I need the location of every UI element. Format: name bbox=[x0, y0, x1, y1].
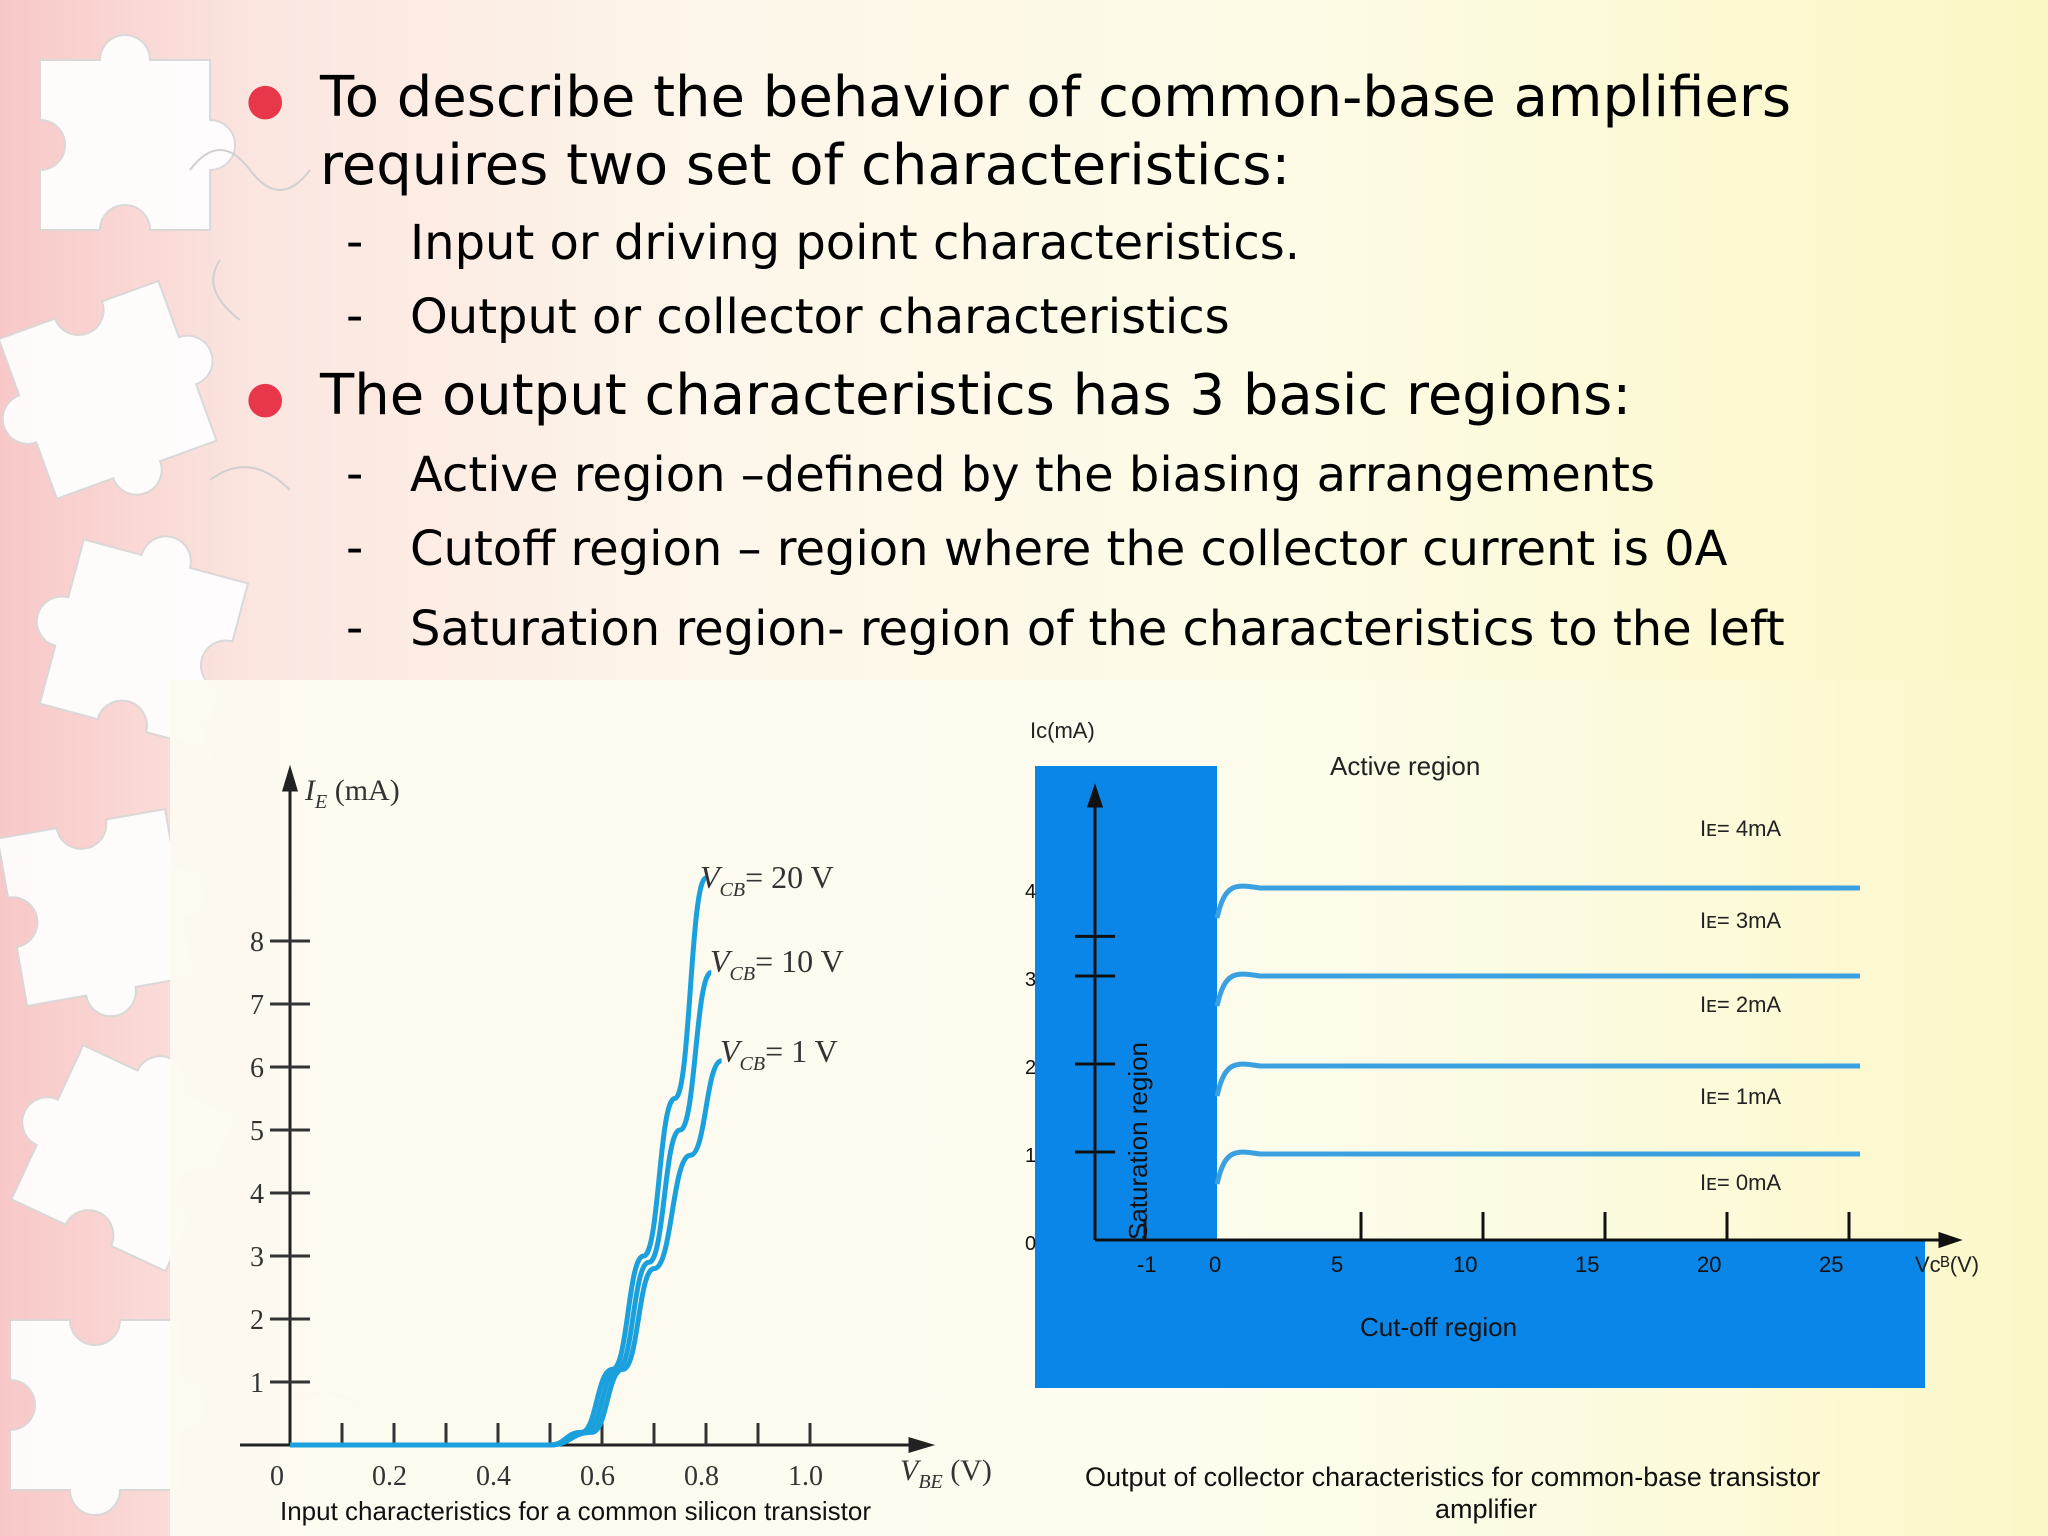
active-region-label: Active region bbox=[1330, 751, 1480, 781]
ie-label-3ma: Iᴇ= 3mA bbox=[1700, 908, 1781, 933]
y-tick-label: 5 bbox=[250, 1116, 264, 1147]
dash: - bbox=[346, 446, 364, 502]
dash: - bbox=[346, 600, 364, 656]
x-axis-label: VBE (V) bbox=[900, 1454, 992, 1493]
sub-item: Cutoff region – region where the collect… bbox=[410, 521, 1728, 577]
x-tick-label: 0.6 bbox=[580, 1461, 615, 1492]
dash: - bbox=[346, 214, 364, 270]
y-tick-label: 8 bbox=[250, 927, 264, 958]
iv-curve-2 bbox=[290, 1058, 723, 1448]
y-tick-label: 7 bbox=[250, 990, 264, 1021]
sub-item: Active region –defined by the biasing ar… bbox=[410, 447, 1655, 503]
y-tick-label: 3 bbox=[250, 1242, 264, 1273]
x-tick-label: 15 bbox=[1575, 1252, 1599, 1277]
x-axis-label-main: V bbox=[900, 1454, 922, 1487]
iv-curve-1 bbox=[290, 970, 713, 1448]
series-label-main: V bbox=[700, 859, 723, 895]
series-label-rest: = 1 V bbox=[765, 1033, 838, 1069]
dash: - bbox=[346, 288, 364, 344]
series-label-2: VCB= 1 V bbox=[720, 1033, 838, 1075]
series-label-rest: = 10 V bbox=[755, 943, 844, 979]
output-x-axis-label: Vᴄᴮ(V) bbox=[1915, 1252, 1979, 1277]
ie-label-0ma: Iᴇ= 0mA bbox=[1700, 1170, 1781, 1195]
ie-label-1ma: Iᴇ= 1mA bbox=[1700, 1084, 1781, 1109]
cutoff-region-label: Cut-off region bbox=[1360, 1312, 1517, 1342]
dash: - bbox=[346, 520, 364, 576]
cutoff-region-block bbox=[1035, 1241, 1925, 1388]
series-label-sub: CB bbox=[720, 879, 746, 901]
input-chart-caption: Input characteristics for a common silic… bbox=[280, 1496, 871, 1526]
y-tick-label: 3 bbox=[1025, 969, 1036, 991]
series-label-main: V bbox=[720, 1033, 743, 1069]
y-axis-label-sub: E bbox=[314, 791, 327, 813]
bullet-1-line-2: requires two set of characteristics: bbox=[320, 133, 1291, 198]
ic-curve-4ma bbox=[1214, 883, 1860, 919]
y-tick-label: 4 bbox=[1025, 881, 1036, 903]
ic-curve-3ma bbox=[1214, 971, 1860, 1007]
output-characteristics-chart: Iᴄ(mA) Active region Saturation region C… bbox=[1025, 718, 1979, 1524]
x-tick-label: 20 bbox=[1697, 1252, 1721, 1277]
saturation-region-label: Saturation region bbox=[1123, 1042, 1153, 1240]
x-tick-label: 0.2 bbox=[372, 1461, 407, 1492]
output-chart-caption-line-1: Output of collector characteristics for … bbox=[1085, 1462, 1820, 1492]
y-tick-label: 1 bbox=[1025, 1145, 1036, 1167]
series-label-sub: CB bbox=[740, 1053, 766, 1075]
bullet-dot: ● bbox=[246, 372, 285, 423]
y-axis-arrow bbox=[281, 764, 299, 792]
bullet-dot: ● bbox=[246, 74, 285, 125]
y-tick-label: 2 bbox=[1025, 1057, 1036, 1079]
ie-label-4ma: Iᴇ= 4mA bbox=[1700, 816, 1781, 841]
x-axis-arrow bbox=[908, 1436, 936, 1454]
sub-item: Output or collector characteristics bbox=[410, 289, 1230, 345]
series-label-rest: = 20 V bbox=[745, 859, 834, 895]
x-tick-label: -1 bbox=[1137, 1252, 1157, 1277]
output-y-axis-label: Iᴄ(mA) bbox=[1030, 718, 1095, 743]
y-tick-label: 2 bbox=[250, 1305, 264, 1336]
sub-item: Input or driving point characteristics. bbox=[410, 215, 1301, 271]
bullet-1-line-1: To describe the behavior of common-base … bbox=[320, 65, 1792, 130]
x-tick-label: 1.0 bbox=[788, 1461, 823, 1492]
y-axis-label-unit: (mA) bbox=[327, 774, 399, 807]
ic-curve-1ma bbox=[1214, 1149, 1860, 1185]
x-tick-label: 0 bbox=[1209, 1252, 1221, 1277]
series-label-0: VCB= 20 V bbox=[700, 859, 834, 901]
output-x-axis-arrow bbox=[1938, 1231, 1963, 1249]
bullet-2-line-1: The output characteristics has 3 basic r… bbox=[320, 363, 1632, 428]
series-label-sub: CB bbox=[730, 963, 756, 985]
output-chart-caption-line-2: amplifier bbox=[1435, 1494, 1537, 1524]
sub-item: Saturation region- region of the charact… bbox=[410, 601, 1785, 657]
x-tick-label: 25 bbox=[1819, 1252, 1843, 1277]
series-label-1: VCB= 10 V bbox=[710, 943, 844, 985]
saturation-region-block bbox=[1035, 766, 1217, 1241]
ie-label-2ma: Iᴇ= 2mA bbox=[1700, 992, 1781, 1017]
x-tick-label: 10 bbox=[1453, 1252, 1477, 1277]
x-tick-label: 5 bbox=[1331, 1252, 1343, 1277]
x-axis-label-unit: (V) bbox=[943, 1454, 992, 1487]
y-tick-label: 1 bbox=[250, 1368, 264, 1399]
output-y-axis-arrow bbox=[1086, 783, 1104, 808]
series-label-main: V bbox=[710, 943, 733, 979]
y-tick-label: 4 bbox=[250, 1179, 264, 1210]
x-axis-label-sub: BE bbox=[918, 1471, 942, 1493]
y-axis-label: IE (mA) bbox=[304, 774, 400, 813]
x-tick-label: 0 bbox=[270, 1461, 284, 1492]
iv-curve-0 bbox=[290, 875, 709, 1448]
x-tick-label: 0.8 bbox=[684, 1461, 719, 1492]
ic-curve-2ma bbox=[1214, 1061, 1860, 1097]
y-tick-label: 0 bbox=[1025, 1233, 1036, 1255]
y-axis-label-main: I bbox=[304, 774, 317, 807]
x-tick-label: 0.4 bbox=[476, 1461, 511, 1492]
y-tick-label: 6 bbox=[250, 1053, 264, 1084]
